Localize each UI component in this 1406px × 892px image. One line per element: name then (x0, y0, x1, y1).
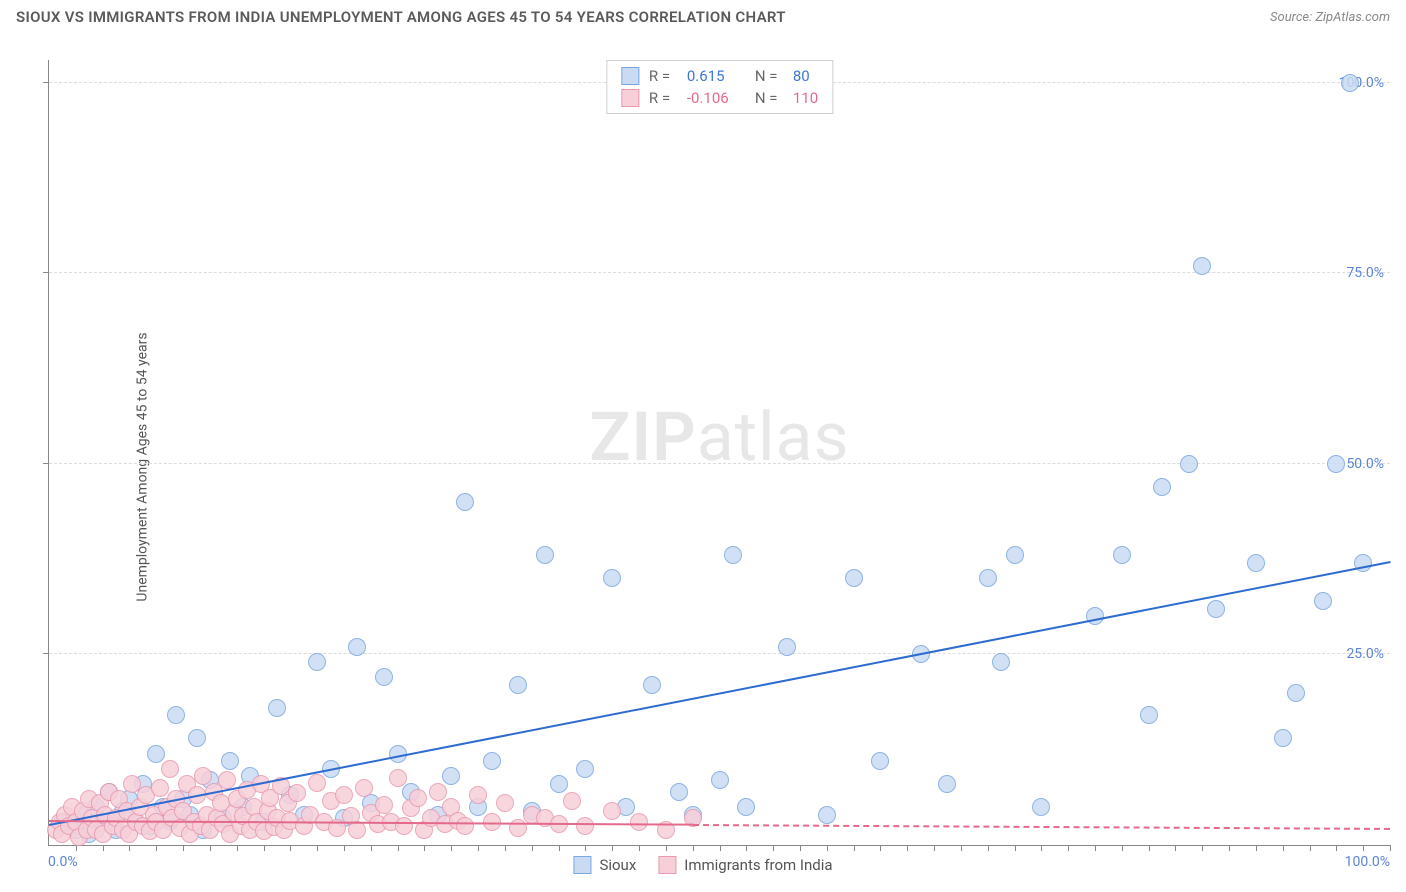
data-point (389, 769, 407, 787)
data-point (221, 752, 239, 770)
data-point (1153, 478, 1171, 496)
data-point (711, 771, 729, 789)
data-point (456, 817, 474, 835)
data-point (469, 786, 487, 804)
data-point (395, 817, 413, 835)
x-axis-tick-max: 100.0% (1345, 854, 1390, 870)
source-attribution: Source: ZipAtlas.com (1270, 10, 1390, 25)
data-point (576, 817, 594, 835)
data-point (348, 638, 366, 656)
stats-row-series2: R = -0.106 N = 110 (621, 87, 818, 109)
legend-label-2: Immigrants from India (684, 856, 832, 874)
gridline (49, 653, 1390, 654)
data-point (147, 745, 165, 763)
data-point (167, 706, 185, 724)
data-point (1314, 592, 1332, 610)
data-point (670, 783, 688, 801)
swatch-series2 (621, 89, 639, 107)
chart-title: SIOUX VS IMMIGRANTS FROM INDIA UNEMPLOYM… (16, 8, 786, 26)
data-point (375, 796, 393, 814)
data-point (1193, 257, 1211, 275)
scatter-plot-area: ZIPatlas R = 0.615 N = 80 R = -0.106 N =… (48, 60, 1390, 846)
swatch-series1 (621, 67, 639, 85)
data-point (483, 752, 501, 770)
data-point (778, 638, 796, 656)
stats-row-series1: R = 0.615 N = 80 (621, 65, 818, 87)
legend-label-1: Sioux (599, 856, 636, 874)
data-point (550, 775, 568, 793)
data-point (992, 653, 1010, 671)
data-point (496, 794, 514, 812)
data-point (603, 802, 621, 820)
trend-line-extrapolated (693, 824, 1390, 830)
data-point (288, 784, 306, 802)
legend-swatch-2 (658, 856, 676, 874)
legend-item-series1: Sioux (573, 856, 636, 874)
y-axis-tick-label: 25.0% (1346, 646, 1384, 662)
data-point (409, 789, 427, 807)
data-point (1327, 455, 1345, 473)
bottom-legend: Sioux Immigrants from India (573, 856, 832, 874)
data-point (268, 699, 286, 717)
data-point (1140, 706, 1158, 724)
data-point (1032, 798, 1050, 816)
data-point (456, 493, 474, 511)
data-point (308, 774, 326, 792)
data-point (151, 779, 169, 797)
data-point (218, 771, 236, 789)
data-point (737, 798, 755, 816)
data-point (1247, 554, 1265, 572)
data-point (335, 786, 353, 804)
data-point (563, 792, 581, 810)
data-point (603, 569, 621, 587)
data-point (979, 569, 997, 587)
data-point (161, 760, 179, 778)
data-point (188, 729, 206, 747)
y-axis-tick-label: 75.0% (1346, 265, 1384, 281)
data-point (1180, 455, 1198, 473)
data-point (643, 676, 661, 694)
data-point (1341, 74, 1359, 92)
data-point (724, 546, 742, 564)
data-point (630, 813, 648, 831)
data-point (1113, 546, 1131, 564)
watermark: ZIPatlas (589, 397, 849, 477)
data-point (576, 760, 594, 778)
data-point (442, 767, 460, 785)
data-point (1086, 607, 1104, 625)
data-point (845, 569, 863, 587)
data-point (1207, 600, 1225, 618)
data-point (938, 775, 956, 793)
correlation-stats-box: R = 0.615 N = 80 R = -0.106 N = 110 (606, 60, 833, 114)
data-point (355, 779, 373, 797)
gridline (49, 272, 1390, 273)
data-point (509, 676, 527, 694)
legend-swatch-1 (573, 856, 591, 874)
data-point (1274, 729, 1292, 747)
data-point (1287, 684, 1305, 702)
data-point (1006, 546, 1024, 564)
data-point (429, 783, 447, 801)
x-axis-tick-min: 0.0% (48, 854, 78, 870)
y-axis-tick-label: 50.0% (1346, 456, 1384, 472)
data-point (375, 668, 393, 686)
data-point (871, 752, 889, 770)
legend-item-series2: Immigrants from India (658, 856, 832, 874)
data-point (308, 653, 326, 671)
data-point (536, 546, 554, 564)
data-point (818, 806, 836, 824)
